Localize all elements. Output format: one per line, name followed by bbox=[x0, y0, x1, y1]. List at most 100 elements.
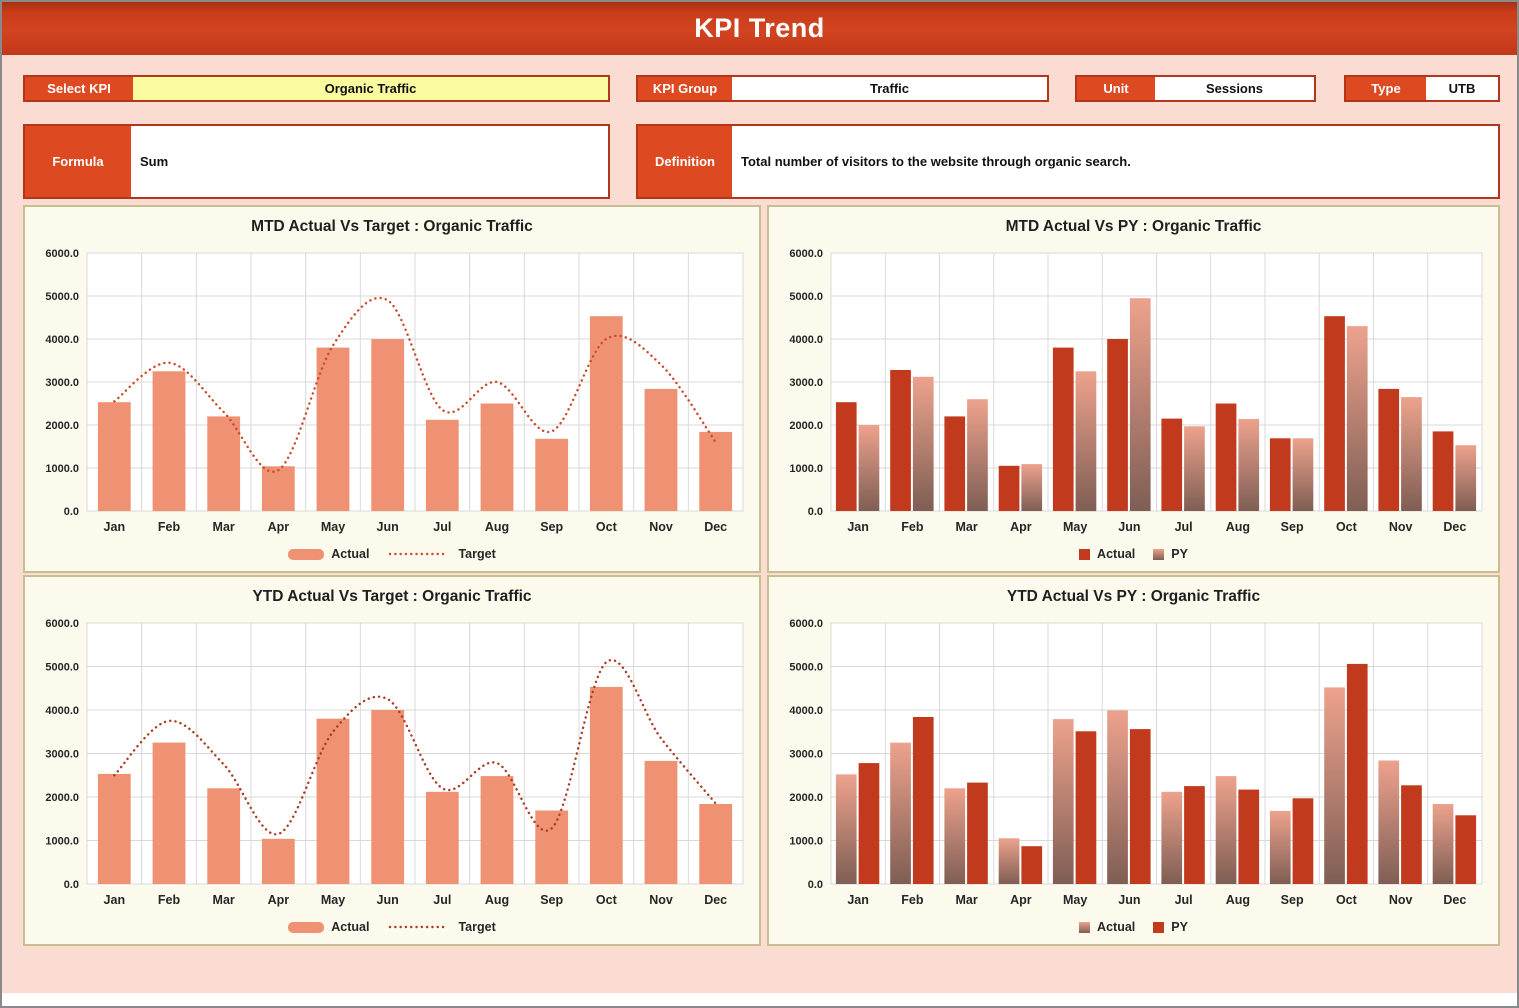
svg-text:0.0: 0.0 bbox=[64, 879, 79, 891]
svg-text:Jan: Jan bbox=[847, 520, 869, 534]
select-kpi-label: Select KPI bbox=[25, 77, 133, 100]
chart-canvas: 0.0 1000.0 2000.0 3000.0 4000.0 5000.0 6000.0 J… bbox=[45, 618, 744, 907]
svg-text:Dec: Dec bbox=[704, 520, 727, 534]
svg-text:Aug: Aug bbox=[485, 520, 509, 534]
spacer bbox=[1049, 75, 1075, 102]
chart-legend-mtd-target: Actual Target bbox=[29, 537, 755, 571]
svg-text:Sep: Sep bbox=[540, 893, 563, 907]
svg-text:Aug: Aug bbox=[485, 893, 509, 907]
svg-text:Nov: Nov bbox=[649, 893, 673, 907]
legend-swatch-actual bbox=[1079, 921, 1091, 933]
svg-text:Jan: Jan bbox=[847, 893, 869, 907]
svg-text:Apr: Apr bbox=[1010, 893, 1032, 907]
legend-item-actual: Actual bbox=[1079, 920, 1135, 934]
svg-text:May: May bbox=[1063, 893, 1087, 907]
svg-text:Nov: Nov bbox=[649, 520, 673, 534]
chart-ytd-target: 0.0 1000.0 2000.0 3000.0 4000.0 5000.0 6000.0 J… bbox=[29, 615, 755, 910]
svg-text:Jun: Jun bbox=[377, 520, 399, 534]
unit-group: Unit Sessions bbox=[1075, 75, 1316, 102]
svg-text:Jul: Jul bbox=[1175, 893, 1193, 907]
svg-text:Jun: Jun bbox=[377, 893, 399, 907]
select-kpi-dropdown[interactable]: Organic Traffic bbox=[133, 77, 608, 100]
svg-text:Oct: Oct bbox=[596, 520, 618, 534]
svg-text:Jan: Jan bbox=[104, 520, 126, 534]
spacer bbox=[610, 124, 636, 199]
legend-swatch-actual bbox=[288, 548, 325, 560]
legend-label: PY bbox=[1171, 920, 1188, 934]
kpi-group-label: KPI Group bbox=[638, 77, 732, 100]
svg-text:Apr: Apr bbox=[1010, 520, 1032, 534]
svg-text:Nov: Nov bbox=[1389, 520, 1413, 534]
legend-label: Target bbox=[458, 547, 496, 561]
svg-text:Jul: Jul bbox=[433, 893, 451, 907]
svg-text:6000.0: 6000.0 bbox=[789, 248, 823, 260]
svg-text:Jun: Jun bbox=[1118, 893, 1140, 907]
charts-grid: MTD Actual Vs Target : Organic Traffic 0… bbox=[23, 205, 1500, 946]
chart-legend-ytd-py: Actual PY bbox=[773, 910, 1494, 944]
svg-text:6000.0: 6000.0 bbox=[45, 618, 79, 630]
type-value: UTB bbox=[1426, 77, 1498, 100]
svg-text:Feb: Feb bbox=[901, 893, 924, 907]
legend-swatch-py bbox=[1153, 921, 1165, 933]
chart-mtd-target: 0.0 1000.0 2000.0 3000.0 4000.0 5000.0 6000.0 J… bbox=[29, 245, 755, 537]
svg-text:6000.0: 6000.0 bbox=[45, 248, 79, 260]
legend-swatch-actual bbox=[288, 921, 325, 933]
legend-label: Actual bbox=[331, 547, 370, 561]
legend-label: Actual bbox=[1097, 920, 1136, 934]
svg-text:May: May bbox=[1063, 520, 1087, 534]
svg-text:Jul: Jul bbox=[1175, 520, 1193, 534]
spacer bbox=[610, 75, 636, 102]
svg-text:2000.0: 2000.0 bbox=[789, 792, 823, 804]
svg-text:0.0: 0.0 bbox=[64, 506, 79, 518]
svg-text:0.0: 0.0 bbox=[808, 506, 823, 518]
svg-text:4000.0: 4000.0 bbox=[45, 705, 79, 717]
svg-text:Oct: Oct bbox=[1336, 520, 1358, 534]
chart-ytd-py: 0.0 1000.0 2000.0 3000.0 4000.0 5000.0 6000.0 J… bbox=[773, 615, 1494, 910]
definition-group: Definition Total number of visitors to t… bbox=[636, 124, 1500, 199]
svg-text:Sep: Sep bbox=[1281, 893, 1304, 907]
legend-swatch-actual bbox=[1079, 548, 1091, 560]
svg-text:Sep: Sep bbox=[540, 520, 563, 534]
chart-mtd-py: 0.0 1000.0 2000.0 3000.0 4000.0 5000.0 6000.0 J… bbox=[773, 245, 1494, 537]
legend-label: PY bbox=[1171, 547, 1188, 561]
svg-text:Apr: Apr bbox=[268, 520, 290, 534]
formula-value: Sum bbox=[131, 126, 608, 197]
legend-item-py: PY bbox=[1153, 547, 1188, 561]
info-row: Formula Sum Definition Total number of v… bbox=[23, 124, 1500, 199]
header-bar: KPI Trend bbox=[2, 2, 1517, 55]
svg-text:5000.0: 5000.0 bbox=[45, 662, 79, 674]
bottom-strip bbox=[2, 993, 1517, 1006]
svg-text:Dec: Dec bbox=[1443, 893, 1466, 907]
svg-text:Aug: Aug bbox=[1226, 520, 1250, 534]
svg-text:Feb: Feb bbox=[158, 893, 181, 907]
type-group: Type UTB bbox=[1344, 75, 1500, 102]
legend-item-target: Target bbox=[387, 547, 496, 561]
svg-text:0.0: 0.0 bbox=[808, 879, 823, 891]
controls-row: Select KPI Organic Traffic KPI Group Tra… bbox=[23, 75, 1500, 102]
chart-panel-ytd-py: YTD Actual Vs PY : Organic Traffic 0.0 10… bbox=[767, 575, 1500, 946]
svg-text:Dec: Dec bbox=[704, 893, 727, 907]
unit-value: Sessions bbox=[1155, 77, 1314, 100]
legend-item-py: PY bbox=[1153, 920, 1188, 934]
svg-text:May: May bbox=[321, 893, 345, 907]
svg-text:Jul: Jul bbox=[433, 520, 451, 534]
svg-text:1000.0: 1000.0 bbox=[45, 836, 79, 848]
svg-text:Mar: Mar bbox=[956, 893, 978, 907]
svg-text:Jan: Jan bbox=[104, 893, 126, 907]
chart-panel-mtd-target: MTD Actual Vs Target : Organic Traffic 0… bbox=[23, 205, 761, 573]
chart-canvas: 0.0 1000.0 2000.0 3000.0 4000.0 5000.0 6000.0 J… bbox=[45, 248, 744, 534]
svg-text:Feb: Feb bbox=[901, 520, 924, 534]
svg-text:2000.0: 2000.0 bbox=[45, 792, 79, 804]
svg-text:1000.0: 1000.0 bbox=[789, 463, 823, 475]
page-title: KPI Trend bbox=[694, 13, 825, 43]
chart-title-ytd-target: YTD Actual Vs Target : Organic Traffic bbox=[252, 588, 532, 605]
kpi-group-group: KPI Group Traffic bbox=[636, 75, 1049, 102]
legend-item-target: Target bbox=[387, 920, 496, 934]
chart-legend-ytd-target: Actual Target bbox=[29, 910, 755, 944]
legend-label: Target bbox=[458, 920, 496, 934]
type-label: Type bbox=[1346, 77, 1426, 100]
svg-text:Aug: Aug bbox=[1226, 893, 1250, 907]
svg-text:Oct: Oct bbox=[596, 893, 618, 907]
chart-title-ytd-py: YTD Actual Vs PY : Organic Traffic bbox=[1006, 588, 1261, 605]
